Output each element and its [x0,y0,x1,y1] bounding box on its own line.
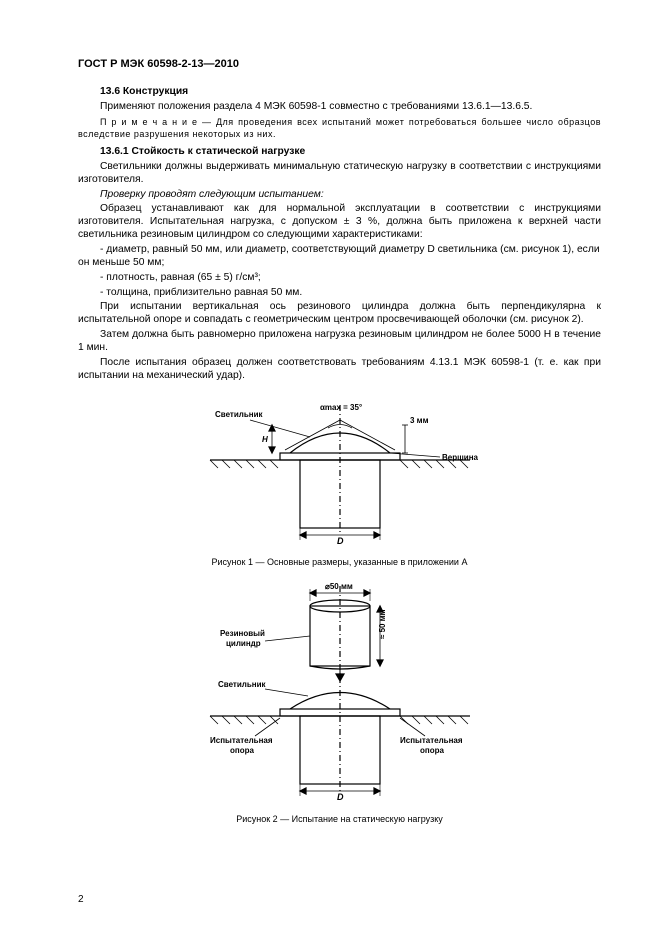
p2: Проверку проводят следующим испытанием: [78,189,601,202]
p6: После испытания образец должен соответст… [78,357,601,383]
fig2-label-opora-r2: опора [420,746,444,755]
p3: Образец устанавливают как для нормальной… [78,203,601,242]
section-intro: Применяют положения раздела 4 МЭК 60598-… [78,101,601,114]
fig1-label-H: H [262,435,268,444]
fig2-label-svetilnik: Светильник [218,680,267,689]
fig2-label-rubber-1: Резиновый [220,629,265,638]
figure-1-caption: Рисунок 1 — Основные размеры, указанные … [78,557,601,568]
subsection-title: 13.6.1 Стойкость к статической нагрузке [78,146,601,159]
fig2-label-approx50: ≈ 50 мм [378,609,387,639]
figure-1: Светильник αmax = 35° 3 мм Вершина H D [78,395,601,550]
section-note: П р и м е ч а н и е — Для проведения все… [78,117,601,140]
fig2-label-rubber-2: цилиндр [226,639,261,648]
fig2-label-opora-r1: Испытательная [400,736,463,745]
figure-2: ⌀50 мм ≈ 50 мм Резиновый цилиндр Светиль… [78,581,601,806]
fig2-label-diam50: ⌀50 мм [325,582,353,591]
p4: При испытании вертикальная ось резиновог… [78,301,601,327]
p5: Затем должна быть равномерно приложена н… [78,329,601,355]
fig1-label-alpha: αmax = 35° [320,403,362,412]
li2: - плотность, равная (65 ± 5) г/см³; [78,272,601,285]
li1: - диаметр, равный 50 мм, или диаметр, со… [78,244,601,270]
fig1-label-3mm: 3 мм [410,416,429,425]
doc-header: ГОСТ Р МЭК 60598-2-13—2010 [78,58,601,72]
section-title: 13.6 Конструкция [78,86,601,99]
fig1-label-D: D [337,536,344,545]
fig2-label-opora-l2: опора [230,746,254,755]
li3: - толщина, приблизительно равная 50 мм. [78,287,601,300]
fig2-label-opora-l1: Испытательная [210,736,273,745]
p1: Светильники должны выдерживать минимальн… [78,161,601,187]
fig1-label-vershina: Вершина [442,453,479,462]
page-number: 2 [78,894,84,907]
fig2-label-D: D [337,792,344,801]
fig1-label-svetilnik: Светильник [215,410,264,419]
figure-2-caption: Рисунок 2 — Испытание на статическую наг… [78,814,601,825]
